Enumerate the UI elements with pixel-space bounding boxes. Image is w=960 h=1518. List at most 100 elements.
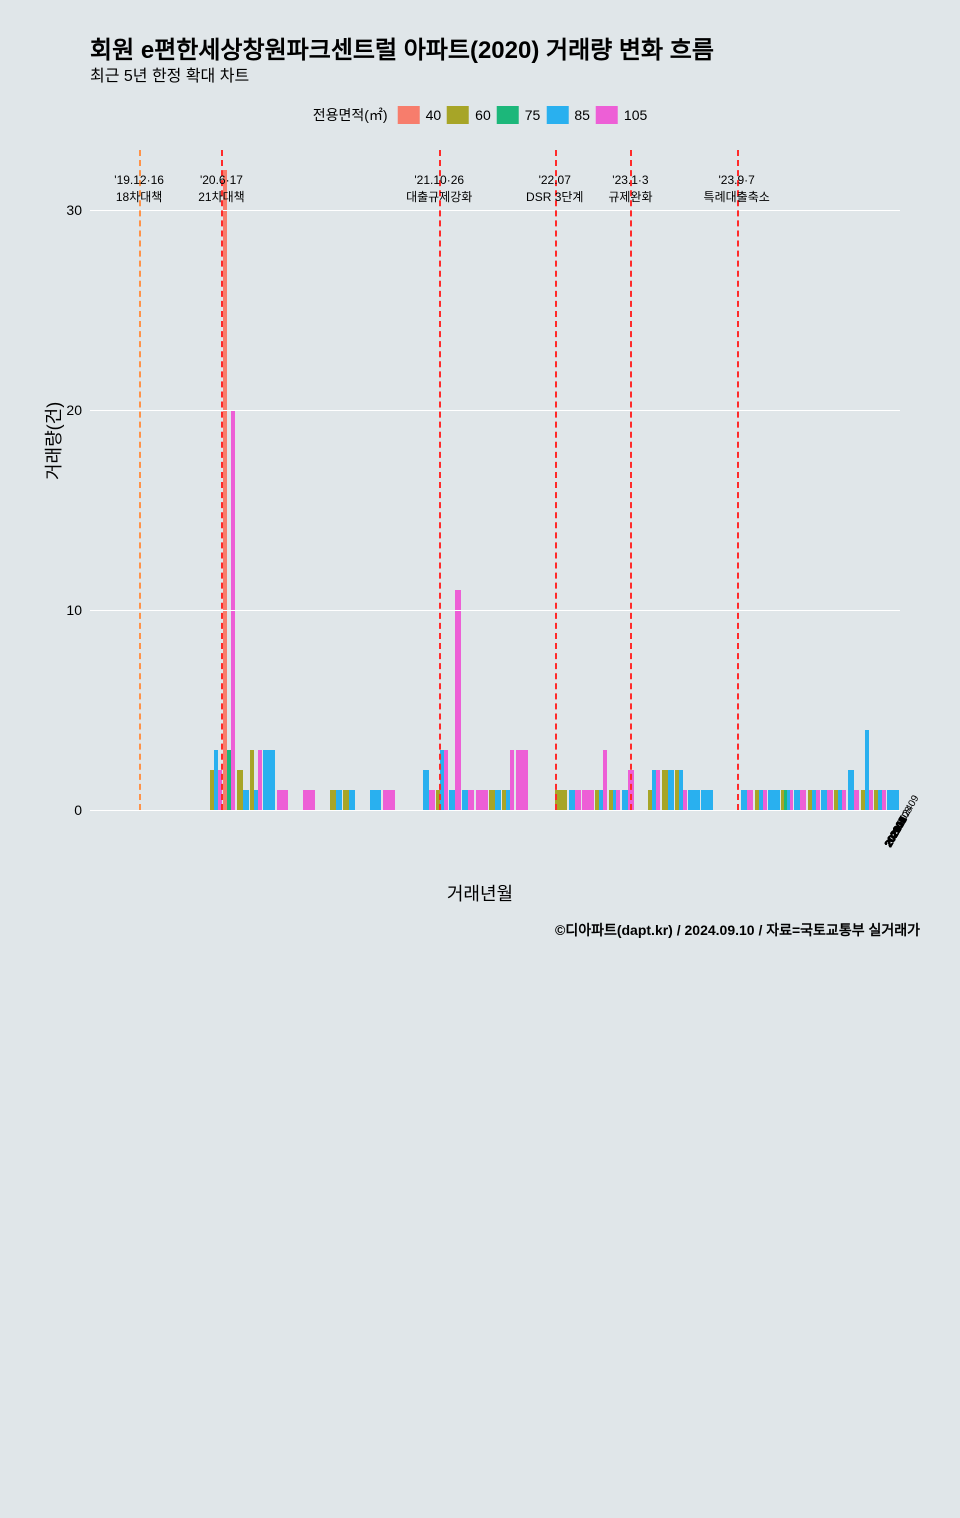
event-line bbox=[555, 150, 557, 810]
bar bbox=[575, 790, 581, 810]
bar-group bbox=[462, 790, 475, 810]
grid-line bbox=[90, 610, 900, 611]
bar bbox=[495, 790, 501, 810]
bar-group bbox=[435, 750, 448, 810]
bar bbox=[582, 790, 594, 810]
bar-group bbox=[741, 790, 754, 810]
grid-line bbox=[90, 410, 900, 411]
legend: 전용면적(㎡) 40607585105 bbox=[313, 105, 648, 125]
bar-container bbox=[90, 150, 900, 810]
bar bbox=[258, 750, 262, 810]
bar-group bbox=[329, 790, 342, 810]
bar-group bbox=[515, 750, 528, 810]
bar bbox=[349, 790, 355, 810]
bar bbox=[887, 790, 899, 810]
legend-label: 60 bbox=[475, 107, 491, 123]
bar bbox=[768, 790, 780, 810]
bar bbox=[701, 790, 713, 810]
chart-area: 0102030'19.12·1618차대책'20.6·1721차대책'21.10… bbox=[90, 150, 900, 810]
event-label: '21.10·26대출규제강화 bbox=[406, 172, 472, 206]
event-label: '19.12·1618차대책 bbox=[114, 172, 164, 206]
bar-group bbox=[688, 790, 701, 810]
event-label: '22.07DSR 3단계 bbox=[526, 172, 583, 206]
event-line bbox=[139, 150, 141, 810]
bar-group bbox=[249, 750, 262, 810]
bar-group bbox=[873, 790, 886, 810]
bar bbox=[468, 790, 474, 810]
bar-group bbox=[382, 790, 395, 810]
event-label: '23.1·3규제완화 bbox=[608, 172, 652, 206]
bar bbox=[455, 590, 461, 810]
event-line bbox=[737, 150, 739, 810]
bar-group bbox=[276, 790, 289, 810]
legend-swatch bbox=[398, 106, 420, 124]
bar bbox=[370, 790, 382, 810]
bar-group bbox=[767, 790, 780, 810]
bar-group bbox=[834, 790, 847, 810]
chart-title: 회원 e편한세상창원파크센트럴 아파트(2020) 거래량 변화 흐름 bbox=[90, 30, 714, 65]
event-line bbox=[630, 150, 632, 810]
bar-group bbox=[701, 790, 714, 810]
bar-group bbox=[780, 790, 793, 810]
bar bbox=[827, 790, 833, 810]
bar-group bbox=[568, 790, 581, 810]
legend-swatch bbox=[447, 106, 469, 124]
legend-title: 전용면적(㎡) bbox=[313, 105, 388, 125]
bar bbox=[683, 790, 687, 810]
bar-group bbox=[820, 790, 833, 810]
bar-group bbox=[502, 750, 515, 810]
bar-group bbox=[422, 770, 435, 810]
event-label: '23.9·7특례대출축소 bbox=[704, 172, 770, 206]
bar-group bbox=[847, 770, 860, 810]
bar-group bbox=[807, 790, 820, 810]
bar-group bbox=[488, 790, 501, 810]
bar bbox=[668, 770, 674, 810]
bar-group bbox=[674, 770, 687, 810]
legend-swatch bbox=[497, 106, 519, 124]
y-tick-label: 30 bbox=[66, 202, 82, 218]
bar bbox=[555, 790, 567, 810]
bar bbox=[763, 790, 767, 810]
bar bbox=[800, 790, 806, 810]
bar bbox=[688, 790, 700, 810]
bar-group bbox=[608, 790, 621, 810]
bar bbox=[243, 790, 249, 810]
bar bbox=[303, 790, 315, 810]
bar bbox=[336, 790, 342, 810]
bar bbox=[383, 790, 395, 810]
legend-label: 105 bbox=[624, 107, 647, 123]
bar bbox=[277, 790, 289, 810]
legend-swatch bbox=[596, 106, 618, 124]
bar-group bbox=[369, 790, 382, 810]
bar-group bbox=[236, 770, 249, 810]
legend-swatch bbox=[546, 106, 568, 124]
bar-group bbox=[581, 790, 594, 810]
x-ticks: 2019092019102019112019122020012020022020… bbox=[90, 815, 900, 875]
grid-line bbox=[90, 210, 900, 211]
bar-group bbox=[794, 790, 807, 810]
bar-group bbox=[263, 750, 276, 810]
legend-label: 75 bbox=[525, 107, 541, 123]
bar bbox=[869, 790, 873, 810]
bar bbox=[656, 770, 660, 810]
bar bbox=[510, 750, 514, 810]
bar bbox=[223, 170, 227, 810]
bar bbox=[444, 750, 448, 810]
bar-group bbox=[302, 790, 315, 810]
y-tick-label: 0 bbox=[74, 802, 82, 818]
y-tick-label: 20 bbox=[66, 402, 82, 418]
bar-group bbox=[661, 770, 674, 810]
bar bbox=[854, 790, 860, 810]
bar-group bbox=[887, 790, 900, 810]
bar bbox=[516, 750, 528, 810]
event-line bbox=[221, 150, 223, 810]
credit-text: ©디아파트(dapt.kr) / 2024.09.10 / 자료=국토교통부 실… bbox=[555, 920, 920, 940]
bar bbox=[263, 750, 275, 810]
x-axis-label: 거래년월 bbox=[447, 880, 513, 906]
bar bbox=[603, 750, 607, 810]
bar-group bbox=[754, 790, 767, 810]
bar bbox=[842, 790, 846, 810]
bar-group bbox=[648, 770, 661, 810]
bar bbox=[476, 790, 488, 810]
bar-group bbox=[342, 790, 355, 810]
